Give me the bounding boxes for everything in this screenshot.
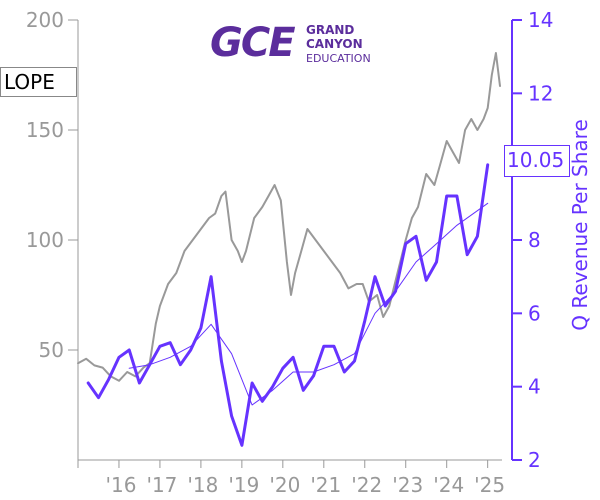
x-tick-label: '23 [392, 473, 423, 497]
logo-text-line3: EDUCATION [306, 52, 371, 65]
revenue-series-line [86, 163, 490, 447]
right-tick-label: 12 [528, 81, 553, 105]
x-tick-label: '16 [105, 473, 136, 497]
tick-labels: 501001502002468101214'16'17'18'19'20'21'… [26, 8, 554, 497]
x-tick-label: '17 [146, 473, 177, 497]
left-tick-label: 200 [26, 8, 64, 32]
left-tick-label: 100 [26, 228, 64, 252]
x-tick-label: '25 [474, 473, 505, 497]
axes-group [68, 19, 522, 468]
price-series-line [77, 52, 501, 382]
right-axis-label: Q Revenue Per Share [568, 119, 592, 331]
revenue-average-line [128, 202, 489, 406]
left-tick-label: 150 [26, 118, 64, 142]
right-tick-label: 8 [528, 228, 541, 252]
current-value-label: 10.05 [504, 145, 570, 177]
left-tick-label: 50 [39, 338, 64, 362]
logo-text-line1: GRAND [306, 23, 355, 37]
right-tick-label: 2 [528, 448, 541, 472]
x-tick-label: '19 [228, 473, 259, 497]
x-tick-label: '24 [433, 473, 464, 497]
x-tick-label: '22 [351, 473, 382, 497]
logo-text-line2: CANYON [306, 37, 363, 51]
series-layer [77, 52, 501, 447]
right-tick-label: 14 [528, 8, 553, 32]
x-tick-label: '18 [187, 473, 218, 497]
right-tick-label: 4 [528, 375, 541, 399]
x-tick-label: '21 [310, 473, 341, 497]
right-tick-label: 6 [528, 301, 541, 325]
company-logo: GCE GRAND CANYON EDUCATION [210, 22, 380, 68]
logo-mark: GCE [210, 20, 296, 66]
ticker-label: LOPE [0, 67, 77, 97]
x-tick-label: '20 [269, 473, 300, 497]
